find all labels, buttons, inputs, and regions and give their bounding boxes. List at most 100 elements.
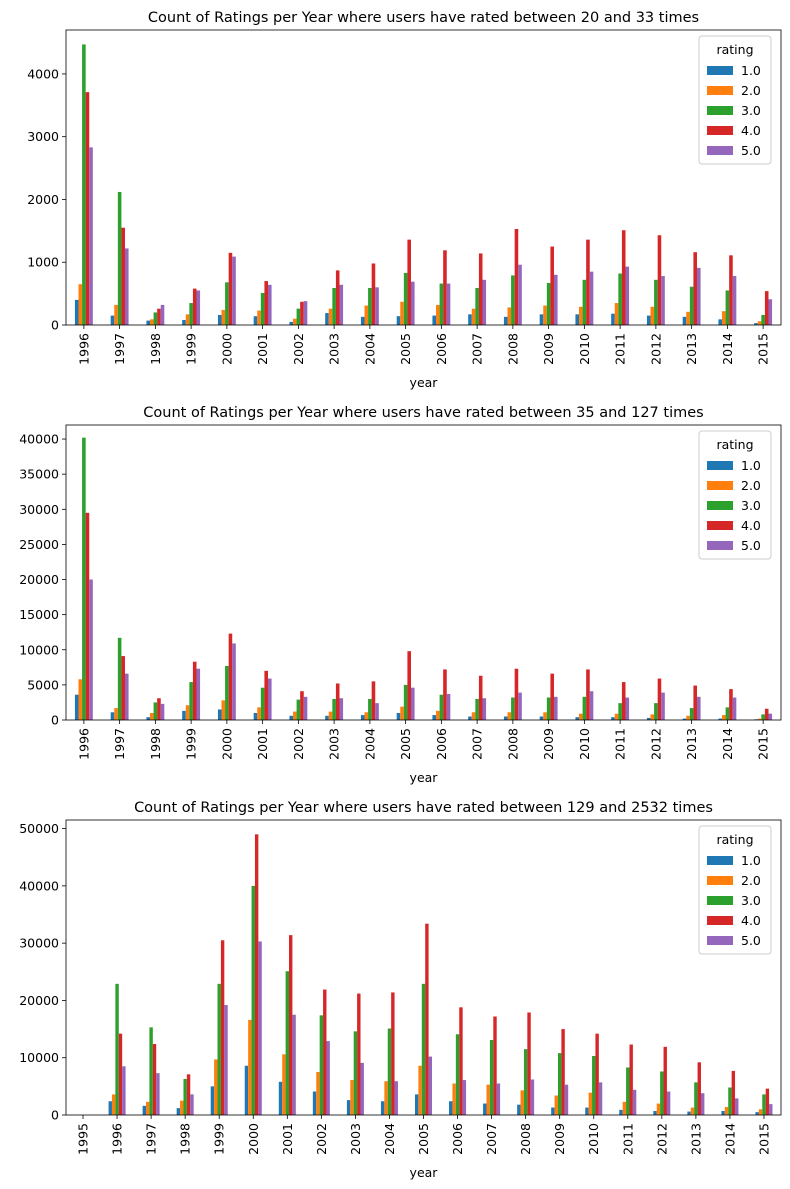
bar-4.0-2007 (478, 253, 483, 325)
x-axis-label: year (410, 770, 439, 785)
bar-1.0-2012 (646, 315, 651, 325)
bar-2.0-2002 (316, 1072, 320, 1115)
bar-4.0-2004 (371, 263, 376, 325)
y-tick-label: 0 (51, 318, 59, 333)
y-tick-label: 2000 (27, 192, 59, 207)
bar-4.0-2014 (731, 1070, 736, 1115)
x-tick-label: 2015 (756, 333, 771, 365)
bar-4.0-1999 (192, 661, 197, 720)
bar-2.0-2006 (436, 304, 440, 325)
bar-3.0-2001 (260, 687, 265, 720)
bar-4.0-2008 (527, 1012, 531, 1115)
bar-3.0-2012 (654, 703, 658, 720)
bar-3.0-2002 (319, 1015, 324, 1115)
bar-4.0-2001 (264, 670, 268, 720)
bar-1.0-2003 (325, 715, 329, 720)
bar-2.0-2012 (650, 714, 655, 720)
bar-3.0-2009 (546, 282, 551, 325)
bar-5.0-2008 (518, 264, 522, 325)
x-tick-label: 2001 (255, 333, 270, 365)
legend-label-5.0: 5.0 (741, 538, 761, 553)
bar-2.0-1999 (214, 1059, 218, 1115)
bar-4.0-2011 (629, 1044, 633, 1115)
bar-2.0-2011 (622, 1101, 627, 1115)
bar-3.0-1999 (189, 303, 193, 325)
bar-5.0-2015 (768, 713, 773, 720)
bar-1.0-2002 (289, 321, 294, 325)
bar-3.0-1996 (115, 983, 119, 1115)
legend-swatch-5.0 (707, 541, 733, 550)
bar-1.0-2004 (360, 715, 365, 720)
legend-title: rating (716, 832, 753, 847)
x-tick-label: 2005 (416, 1123, 431, 1155)
y-tick-label: 25000 (19, 537, 59, 552)
bar-4.0-2009 (561, 1029, 565, 1115)
legend-label-5.0: 5.0 (741, 933, 761, 948)
legend-swatch-2.0 (707, 876, 733, 885)
bar-5.0-2002 (326, 1041, 330, 1115)
x-tick-label: 1997 (144, 1123, 159, 1155)
bar-4.0-2006 (459, 1007, 463, 1115)
bar-2.0-2013 (690, 1107, 695, 1115)
bar-1.0-2013 (687, 1111, 691, 1115)
bar-3.0-1998 (153, 312, 158, 325)
y-tick-label: 4000 (27, 66, 59, 81)
bar-3.0-2008 (523, 1049, 528, 1115)
bar-3.0-1997 (117, 637, 122, 720)
x-tick-label: 2003 (327, 333, 342, 365)
bar-3.0-1999 (189, 682, 193, 720)
legend-swatch-4.0 (707, 126, 733, 135)
axes-frame (65, 29, 782, 326)
legend: rating 1.0 2.0 3.0 4.0 5.0 (698, 825, 772, 955)
bar-5.0-2001 (267, 678, 272, 720)
bar-5.0-1999 (224, 1005, 228, 1115)
bar-5.0-2014 (732, 276, 737, 325)
bar-4.0-2012 (657, 235, 662, 325)
legend-swatch-2.0 (707, 481, 733, 490)
bar-2.0-1996 (78, 284, 83, 325)
bar-2.0-2001 (257, 707, 261, 720)
bar-2.0-2010 (579, 306, 583, 325)
bar-2.0-2015 (757, 718, 762, 720)
bar-3.0-2007 (475, 287, 479, 325)
bar-5.0-2005 (410, 281, 415, 325)
bar-1.0-2013 (682, 316, 687, 325)
bar-1.0-2012 (646, 717, 651, 720)
bar-2.0-2000 (221, 700, 226, 720)
legend-label-1.0: 1.0 (741, 63, 761, 78)
bar-4.0-2007 (478, 675, 483, 720)
bar-5.0-2003 (360, 1062, 364, 1115)
bar-5.0-2014 (735, 1098, 739, 1115)
bar-3.0-2002 (296, 308, 301, 325)
bar-5.0-2015 (768, 299, 773, 325)
x-tick-label: 2009 (541, 728, 556, 760)
bar-1.0-2009 (539, 314, 544, 325)
bar-3.0-2005 (403, 684, 408, 720)
bar-1.0-2001 (278, 1081, 283, 1115)
bar-4.0-2000 (254, 834, 259, 1115)
bar-3.0-2006 (455, 1034, 460, 1115)
bar-2.0-1997 (146, 1101, 150, 1115)
x-tick-label: 1999 (212, 1123, 227, 1155)
bar-1.0-1996 (108, 1101, 112, 1115)
bar-2.0-2008 (507, 307, 512, 325)
bar-4.0-1999 (192, 288, 197, 325)
bar-1.0-1998 (146, 320, 151, 325)
y-tick-label: 40000 (19, 878, 59, 893)
bar-4.0-2005 (425, 923, 429, 1115)
bar-4.0-1996 (118, 1033, 123, 1115)
bar-5.0-1999 (196, 290, 201, 325)
y-tick-label: 35000 (19, 467, 59, 482)
x-tick-label: 2003 (348, 1123, 363, 1155)
x-tick-label: 2014 (720, 728, 735, 760)
x-tick-label: 2015 (756, 1123, 771, 1155)
bar-4.0-2013 (697, 1062, 701, 1115)
bar-1.0-1996 (74, 299, 79, 325)
legend-swatch-5.0 (707, 146, 733, 155)
bar-2.0-1997 (114, 304, 118, 325)
bar-3.0-2015 (762, 1094, 766, 1115)
x-tick-label: 1996 (76, 728, 91, 760)
bar-2.0-2013 (686, 311, 690, 325)
bar-1.0-2009 (551, 1107, 555, 1115)
bar-1.0-2014 (721, 1110, 725, 1115)
